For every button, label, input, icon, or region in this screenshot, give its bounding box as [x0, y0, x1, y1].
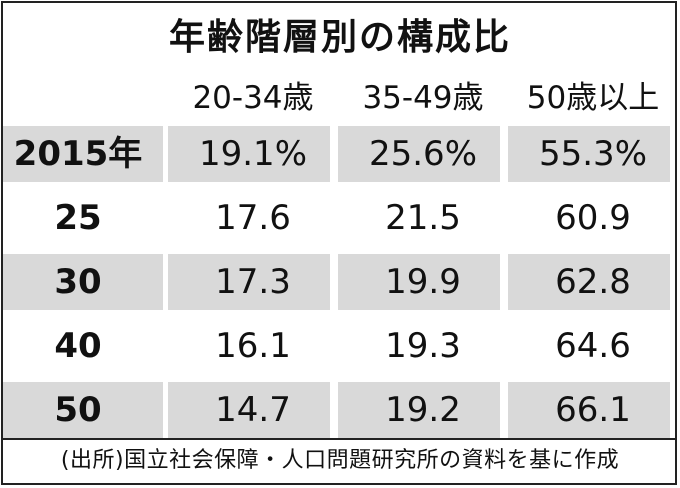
row-label: 40: [54, 326, 102, 366]
table-cell: 21.5: [385, 198, 461, 238]
table-cell: 14.7: [215, 390, 291, 430]
table-row: 30 17.3 19.9 62.8: [3, 250, 675, 314]
table-row: 2015年 19.1% 25.6% 55.3%: [3, 122, 675, 186]
cell-shade: [508, 126, 670, 182]
row-shade: [3, 126, 163, 182]
row-label: 2015年: [13, 134, 143, 174]
table-cell: 17.6: [215, 198, 291, 238]
row-label: 30: [54, 262, 102, 302]
table-row: 25 17.6 21.5 60.9: [3, 186, 675, 250]
table-cell: 62.8: [555, 262, 631, 302]
table-row: 50 14.7 19.2 66.1: [3, 378, 675, 442]
cell-shade: [338, 382, 500, 438]
row-shade: [3, 382, 163, 438]
table-cell: 19.1%: [198, 134, 307, 174]
table-body: 2015年 19.1% 25.6% 55.3% 25 17.6 21.5 60.9 30 17.3…: [3, 122, 675, 442]
table-cell: 60.9: [555, 198, 631, 238]
cell-shade: [338, 254, 500, 310]
cell-shade: [168, 126, 330, 182]
table-cell: 66.1: [555, 390, 631, 430]
table-cell: 25.6%: [368, 134, 477, 174]
column-header-20-34: 20-34歳: [192, 80, 314, 116]
column-header-35-49: 35-49歳: [362, 80, 484, 116]
source-note: (出所)国立社会保障・人口問題研究所の資料を基に作成: [60, 448, 620, 473]
cell-shade: [508, 254, 670, 310]
table-title: 年齢階層別の構成比: [168, 17, 511, 58]
cell-shade: [168, 382, 330, 438]
cell-shade: [168, 254, 330, 310]
table-cell: 17.3: [215, 262, 291, 302]
table-cell: 16.1: [215, 326, 291, 366]
row-label: 50: [54, 390, 102, 430]
row-shade: [3, 254, 163, 310]
row-label: 25: [54, 198, 102, 238]
column-header-50-plus: 50歳以上: [526, 80, 660, 116]
source-divider: [3, 438, 675, 440]
table-row: 40 16.1 19.3 64.6: [3, 314, 675, 378]
table-cell: 19.3: [385, 326, 461, 366]
table-cell: 64.6: [555, 326, 631, 366]
cell-shade: [338, 126, 500, 182]
table-cell: 19.2: [385, 390, 461, 430]
cell-shade: [508, 382, 670, 438]
table-cell: 19.9: [385, 262, 461, 302]
table-cell: 55.3%: [538, 134, 647, 174]
